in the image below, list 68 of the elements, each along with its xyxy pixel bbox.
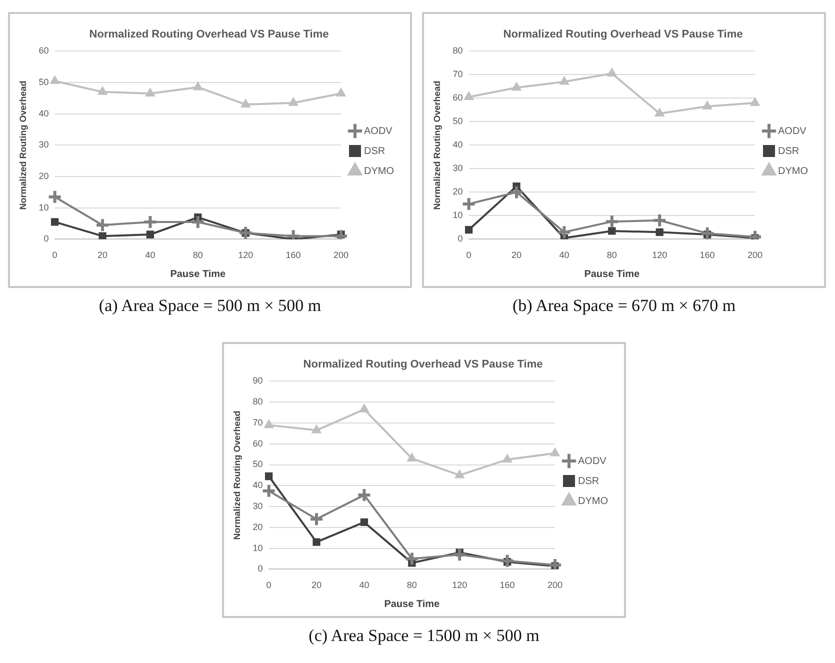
y-tick-label: 20	[38, 171, 49, 182]
y-tick-label: 10	[252, 542, 263, 553]
x-tick-label: 20	[512, 250, 522, 260]
x-tick-label: 20	[312, 580, 322, 590]
legend-label: DYMO	[364, 166, 394, 177]
x-tick-label: 160	[700, 250, 715, 260]
y-tick-label: 60	[252, 438, 263, 448]
y-tick-label: 50	[38, 77, 49, 88]
y-axis-title: Normalized Routing Overhead	[432, 80, 442, 210]
legend-label: DYMO	[778, 166, 808, 177]
chart-title: Normalized Routing Overhead VS Pause Time	[503, 28, 743, 41]
x-tick-label: 20	[98, 250, 108, 260]
y-tick-label: 20	[452, 186, 463, 197]
y-tick-label: 0	[44, 234, 49, 244]
y-tick-label: 30	[452, 163, 463, 174]
x-tick-label: 120	[238, 250, 254, 260]
x-tick-label: 80	[406, 580, 417, 590]
x-tick-label: 0	[52, 250, 58, 260]
y-tick-label: 70	[452, 69, 463, 80]
y-tick-label: 0	[258, 564, 263, 574]
x-tick-label: 160	[500, 580, 515, 590]
chart-title: Normalized Routing Overhead VS Pause Time	[303, 358, 543, 371]
y-tick-label: 10	[38, 202, 49, 212]
text: (a) Area Space = 500 m × 500 m	[98, 296, 322, 316]
x-tick-label: 0	[266, 580, 272, 590]
y-tick-label: 40	[452, 140, 463, 150]
y-axis-title: Normalized Routing Overhead	[18, 80, 28, 210]
y-tick-label: 30	[252, 501, 263, 512]
x-tick-label: 80	[606, 250, 617, 260]
x-tick-label: 0	[466, 250, 472, 260]
x-tick-label: 120	[452, 580, 468, 590]
x-tick-label: 40	[559, 250, 570, 260]
y-tick-label: 60	[452, 92, 463, 103]
x-tick-label: 200	[547, 580, 563, 590]
y-tick-label: 60	[38, 46, 49, 56]
x-axis-title: Pause Time	[384, 598, 440, 610]
x-tick-label: 200	[747, 250, 763, 260]
x-tick-label: 200	[333, 250, 349, 260]
x-tick-label: 40	[359, 580, 370, 590]
y-tick-label: 40	[252, 480, 263, 490]
legend-label: DYMO	[578, 496, 608, 507]
x-tick-label: 120	[652, 250, 668, 260]
text: (c) Area Space = 1500 m × 500 m	[308, 626, 540, 646]
y-axis-title: Normalized Routing Overhead	[232, 410, 242, 540]
legend-label: AODV	[578, 456, 607, 467]
y-tick-label: 40	[38, 108, 49, 118]
legend-label: AODV	[364, 126, 393, 137]
y-tick-label: 80	[252, 396, 263, 407]
y-tick-label: 70	[252, 417, 263, 428]
x-axis-title: Pause Time	[170, 268, 226, 280]
y-tick-label: 20	[252, 522, 263, 532]
x-tick-label: 80	[192, 250, 203, 260]
legend-label: DSR	[778, 146, 800, 157]
legend-label: DSR	[578, 476, 600, 487]
y-tick-label: 30	[38, 140, 49, 150]
legend-label: AODV	[778, 126, 807, 137]
x-axis-title: Pause Time	[584, 268, 640, 280]
y-tick-label: 80	[452, 46, 463, 56]
y-tick-label: 0	[458, 234, 463, 244]
chart-title: Normalized Routing Overhead VS Pause Time	[89, 28, 329, 41]
x-tick-label: 40	[145, 250, 156, 260]
legend-label: DSR	[364, 146, 386, 157]
y-tick-label: 10	[452, 210, 463, 220]
y-tick-label: 50	[252, 459, 263, 470]
y-tick-label: 50	[452, 116, 463, 126]
text: (b) Area Space = 670 m × 670 m	[511, 296, 737, 316]
y-tick-label: 90	[252, 376, 263, 386]
x-tick-label: 160	[286, 250, 301, 260]
